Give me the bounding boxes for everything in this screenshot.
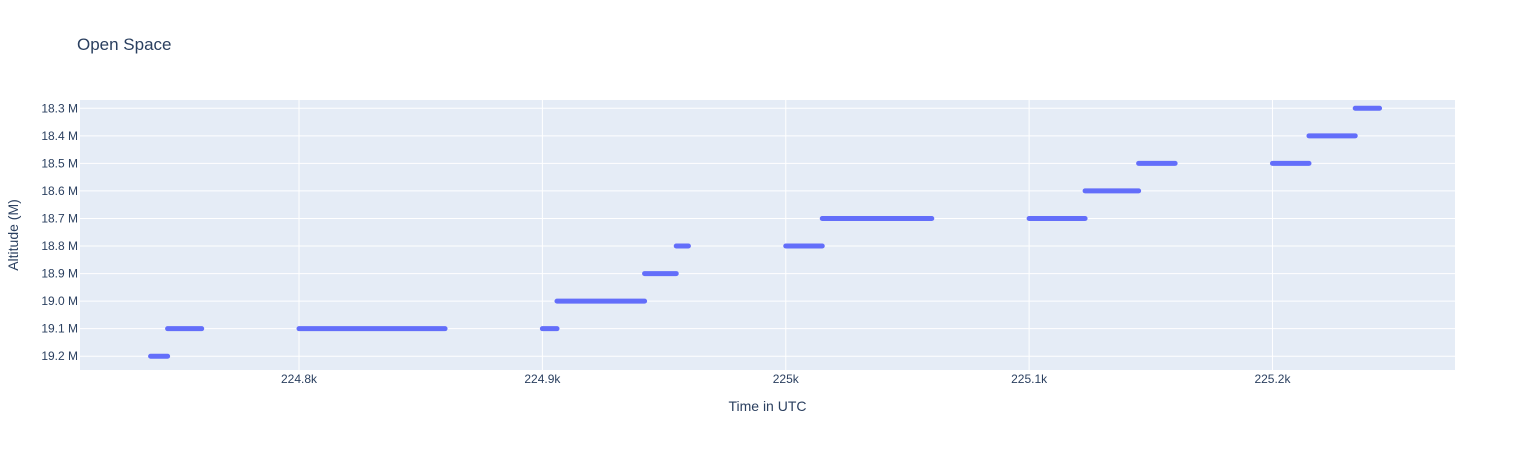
y-tick-label: 18.6 M [41,184,78,198]
x-tick-label: 225.2k [1254,372,1291,386]
y-tick-label: 19.1 M [41,322,78,336]
x-tick-labels: 224.8k 224.9k 225k 225.1k 225.2k [281,372,1291,386]
x-tick-label: 224.8k [281,372,318,386]
y-tick-label: 18.5 M [41,156,78,170]
x-axis-title: Time in UTC [728,398,806,414]
chart-title: Open Space [77,35,172,54]
y-tick-label: 18.8 M [41,239,78,253]
y-tick-label: 18.9 M [41,267,78,281]
y-tick-label: 19.2 M [41,349,78,363]
x-tick-label: 225.1k [1011,372,1048,386]
x-tick-label: 225k [773,372,800,386]
y-tick-label: 18.7 M [41,211,78,225]
y-axis-title: Altitude (M) [5,199,21,271]
grid-lines [80,100,1455,370]
y-tick-label: 18.4 M [41,129,78,143]
x-tick-label: 224.9k [524,372,561,386]
y-tick-labels: 18.3 M 18.4 M 18.5 M 18.6 M 18.7 M 18.8 M 18.9… [41,101,78,363]
y-tick-label: 19.0 M [41,294,78,308]
data-series [148,105,1383,359]
plot-background [80,100,1455,370]
y-tick-label: 18.3 M [41,101,78,115]
